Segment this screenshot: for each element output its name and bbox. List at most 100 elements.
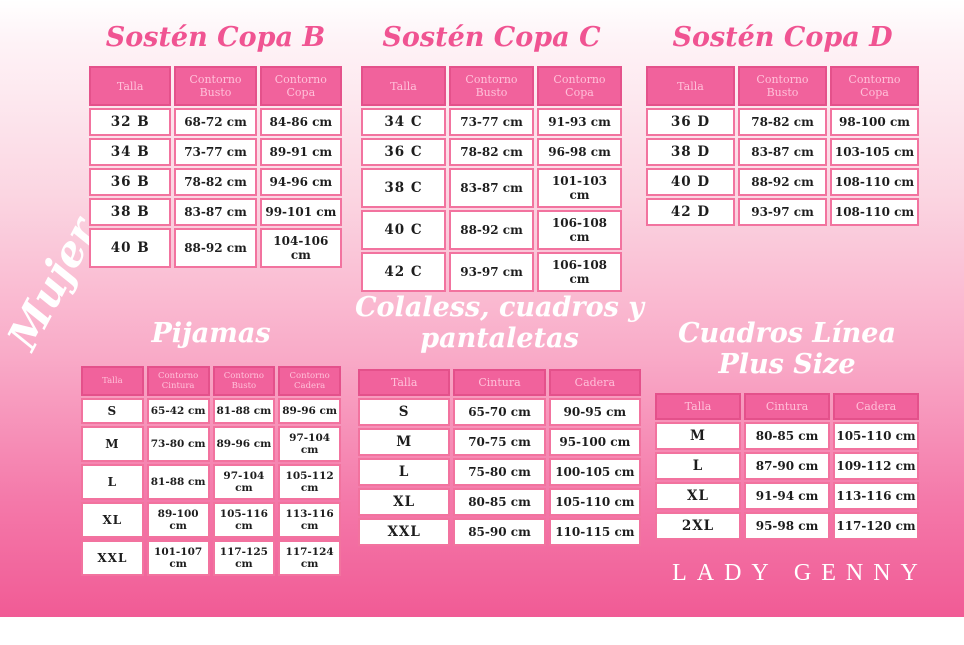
column-header: Contorno Cadera [278,366,341,397]
measurement-cell: 105-116 cm [212,502,276,539]
size-cell: M [81,426,144,463]
table-row: S 65-70 cm 90-95 cm [358,398,641,427]
size-cell: 38 C [361,168,446,209]
measurement-cell: 101-103 cm [537,168,622,209]
measurement-cell: 96-98 cm [537,138,622,167]
column-header: Contorno Busto [174,66,257,107]
measurement-cell: 68-72 cm [174,108,257,137]
measurement-cell: 89-96 cm [278,398,341,425]
measurement-cell: 91-93 cm [537,108,622,137]
copa-b-table: Talla Contorno Busto Contorno Copa 32 B 68-7… [86,64,345,270]
measurement-cell: 105-110 cm [548,488,641,517]
size-cell: 40 C [361,210,446,251]
measurement-cell: 99-101 cm [259,198,342,227]
table-title-line: Sostén Copa D [672,22,893,53]
size-cell: 38 B [89,198,172,227]
size-cell: M [655,422,741,451]
measurement-cell: 106-108 cm [537,252,622,293]
table-row: 40 B 88-92 cm 104-106 cm [89,228,342,269]
measurement-cell: 81-88 cm [146,464,210,501]
size-cell: XL [655,482,741,511]
measurement-cell: 113-116 cm [278,502,341,539]
measurement-cell: 80-85 cm [453,488,546,517]
size-cell: XXL [81,540,144,577]
pijamas-title: Pijamas [78,318,344,349]
column-header: Contorno Busto [449,66,534,107]
measurement-cell: 88-92 cm [738,168,827,197]
copa-d-title: Sostén Copa D [643,22,922,53]
measurement-cell: 95-100 cm [548,428,641,457]
table-row: 34 C 73-77 cm 91-93 cm [361,108,622,137]
column-header: Cadera [548,369,641,397]
table-row: M 70-75 cm 95-100 cm [358,428,641,457]
measurement-cell: 104-106 cm [259,228,342,269]
copa-d-panel: Sostén Copa D Talla Contorno Busto Contorn… [643,22,922,228]
measurement-cell: 113-116 cm [833,482,919,511]
measurement-cell: 70-75 cm [453,428,546,457]
measurement-cell: 73-77 cm [174,138,257,167]
measurement-cell: 103-105 cm [830,138,919,167]
plus-size-title: Cuadros Línea Plus Size [652,318,922,380]
table-title-line: Cuadros Línea Plus Size [678,318,896,381]
column-header: Contorno Cintura [146,366,210,397]
measurement-cell: 108-110 cm [830,168,919,197]
measurement-cell: 73-80 cm [146,426,210,463]
measurement-cell: 100-105 cm [548,458,641,487]
copa-c-title: Sostén Copa C [358,22,625,53]
measurement-cell: 80-85 cm [744,422,830,451]
measurement-cell: 83-87 cm [174,198,257,227]
measurement-cell: 83-87 cm [449,168,534,209]
table-title-line: Colaless, cuadros y [355,292,644,323]
measurement-cell: 73-77 cm [449,108,534,137]
column-header: Contorno Copa [537,66,622,107]
table-row: 2XL 95-98 cm 117-120 cm [655,512,919,541]
size-cell: 2XL [655,512,741,541]
measurement-cell: 89-96 cm [212,426,276,463]
measurement-cell: 109-112 cm [833,452,919,481]
table-row: 40 D 88-92 cm 108-110 cm [646,168,919,197]
size-cell: L [81,464,144,501]
measurement-cell: 98-100 cm [830,108,919,137]
measurement-cell: 91-94 cm [744,482,830,511]
colaless-table: Talla Cintura Cadera S 65-70 cm 90-95 cm M 70-7… [355,367,644,548]
column-header: Talla [646,66,735,107]
size-cell: XL [81,502,144,539]
copa-c-table: Talla Contorno Busto Contorno Copa 34 C 73-7… [358,64,625,294]
table-row: 38 C 83-87 cm 101-103 cm [361,168,622,209]
size-cell: 42 D [646,198,735,227]
column-header: Cadera [833,393,919,421]
size-cell: S [81,398,144,425]
measurement-cell: 97-104 cm [278,426,341,463]
table-title-line: Sostén Copa C [382,22,601,53]
size-cell: 34 C [361,108,446,137]
table-row: M 73-80 cm 89-96 cm 97-104 cm [81,426,341,463]
measurement-cell: 89-100 cm [146,502,210,539]
table-row: 38 B 83-87 cm 99-101 cm [89,198,342,227]
column-header: Contorno Copa [259,66,342,107]
measurement-cell: 117-124 cm [278,540,341,577]
column-header: Contorno Busto [738,66,827,107]
plus-size-table: Talla Cintura Cadera M 80-85 cm 105-110 cm L 87… [652,391,922,542]
table-row: S 65-42 cm 81-88 cm 89-96 cm [81,398,341,425]
table-row: XXL 101-107 cm 117-125 cm 117-124 cm [81,540,341,577]
colaless-title: Colaless, cuadros y pantaletas [355,292,644,354]
column-header: Cintura [744,393,830,421]
table-row: 34 B 73-77 cm 89-91 cm [89,138,342,167]
measurement-cell: 94-96 cm [259,168,342,197]
header-row: Talla Contorno Cintura Contorno Busto Conto… [81,366,341,397]
table-title-line: pantaletas [420,323,579,355]
size-cell: L [358,458,451,487]
size-cell: 38 D [646,138,735,167]
measurement-cell: 105-110 cm [833,422,919,451]
table-row: M 80-85 cm 105-110 cm [655,422,919,451]
table-row: 32 B 68-72 cm 84-86 cm [89,108,342,137]
measurement-cell: 117-120 cm [833,512,919,541]
header-row: Talla Cintura Cadera [358,369,641,397]
column-header: Contorno Copa [830,66,919,107]
header-row: Talla Cintura Cadera [655,393,919,421]
colaless-panel: Colaless, cuadros y pantaletas Talla Cintu… [355,292,644,548]
size-cell: 36 C [361,138,446,167]
measurement-cell: 105-112 cm [278,464,341,501]
size-cell: 34 B [89,138,172,167]
